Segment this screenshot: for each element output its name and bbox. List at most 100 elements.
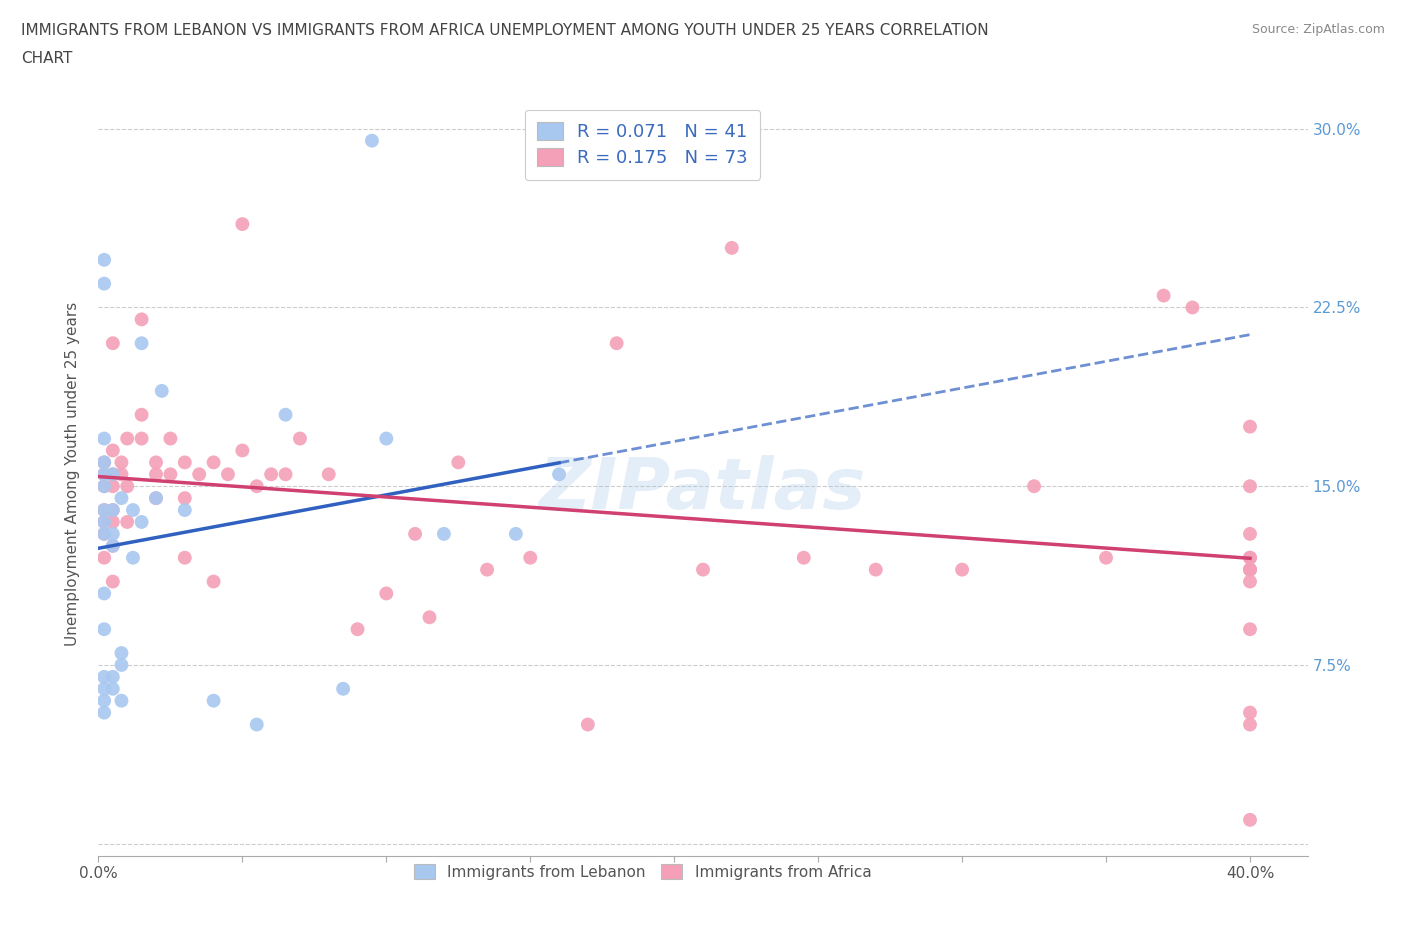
Point: [173, 455, 195, 470]
Point: [101, 574, 124, 589]
Point: [93, 455, 115, 470]
Point: [131, 312, 153, 326]
Point: [793, 551, 815, 565]
Point: [101, 502, 124, 517]
Point: [115, 432, 138, 446]
Point: [101, 538, 124, 553]
Point: [274, 407, 297, 422]
Point: [122, 551, 145, 565]
Point: [318, 467, 340, 482]
Point: [93, 526, 115, 541]
Point: [548, 467, 571, 482]
Point: [145, 491, 167, 506]
Point: [173, 491, 195, 506]
Point: [93, 479, 115, 494]
Point: [1239, 574, 1261, 589]
Point: [93, 526, 115, 541]
Point: [131, 514, 153, 529]
Point: [93, 514, 115, 529]
Legend: Immigrants from Lebanon, Immigrants from Africa: Immigrants from Lebanon, Immigrants from…: [408, 858, 877, 886]
Point: [122, 502, 145, 517]
Point: [692, 562, 714, 577]
Point: [519, 551, 541, 565]
Point: [217, 467, 239, 482]
Point: [115, 479, 138, 494]
Point: [110, 658, 132, 672]
Point: [93, 551, 115, 565]
Y-axis label: Unemployment Among Youth under 25 years: Unemployment Among Youth under 25 years: [65, 302, 80, 646]
Point: [93, 455, 115, 470]
Point: [447, 455, 470, 470]
Point: [145, 491, 167, 506]
Point: [93, 670, 115, 684]
Point: [101, 467, 124, 482]
Point: [93, 432, 115, 446]
Point: [93, 276, 115, 291]
Point: [202, 693, 225, 708]
Point: [93, 502, 115, 517]
Point: [93, 682, 115, 697]
Point: [173, 502, 195, 517]
Point: [101, 526, 124, 541]
Point: [101, 538, 124, 553]
Point: [101, 502, 124, 517]
Point: [101, 443, 124, 458]
Point: [1239, 622, 1261, 637]
Point: [950, 562, 973, 577]
Point: [332, 682, 354, 697]
Point: [1153, 288, 1175, 303]
Point: [93, 252, 115, 267]
Point: [131, 432, 153, 446]
Point: [101, 336, 124, 351]
Point: [93, 467, 115, 482]
Point: [101, 682, 124, 697]
Point: [131, 336, 153, 351]
Point: [865, 562, 887, 577]
Point: [145, 455, 167, 470]
Point: [505, 526, 527, 541]
Point: [1022, 479, 1045, 494]
Point: [110, 467, 132, 482]
Point: [188, 467, 211, 482]
Point: [1239, 562, 1261, 577]
Point: [93, 705, 115, 720]
Point: [1239, 551, 1261, 565]
Point: [288, 432, 311, 446]
Point: [101, 467, 124, 482]
Point: [1239, 717, 1261, 732]
Point: [606, 336, 628, 351]
Point: [231, 217, 253, 232]
Point: [576, 717, 599, 732]
Point: [110, 693, 132, 708]
Point: [93, 693, 115, 708]
Point: [150, 383, 173, 398]
Point: [93, 586, 115, 601]
Point: [720, 241, 742, 256]
Point: [202, 574, 225, 589]
Point: [375, 432, 398, 446]
Point: [173, 551, 195, 565]
Point: [1239, 705, 1261, 720]
Point: [101, 479, 124, 494]
Point: [1239, 562, 1261, 577]
Point: [110, 491, 132, 506]
Point: [115, 514, 138, 529]
Point: [159, 467, 181, 482]
Point: [131, 407, 153, 422]
Point: [274, 467, 297, 482]
Point: [433, 526, 456, 541]
Point: [418, 610, 440, 625]
Point: [93, 479, 115, 494]
Point: [202, 455, 225, 470]
Point: [145, 467, 167, 482]
Point: [346, 622, 368, 637]
Text: CHART: CHART: [21, 51, 73, 66]
Point: [1239, 419, 1261, 434]
Point: [361, 133, 384, 148]
Point: [93, 514, 115, 529]
Point: [404, 526, 426, 541]
Point: [159, 432, 181, 446]
Point: [110, 645, 132, 660]
Point: [246, 479, 269, 494]
Point: [110, 455, 132, 470]
